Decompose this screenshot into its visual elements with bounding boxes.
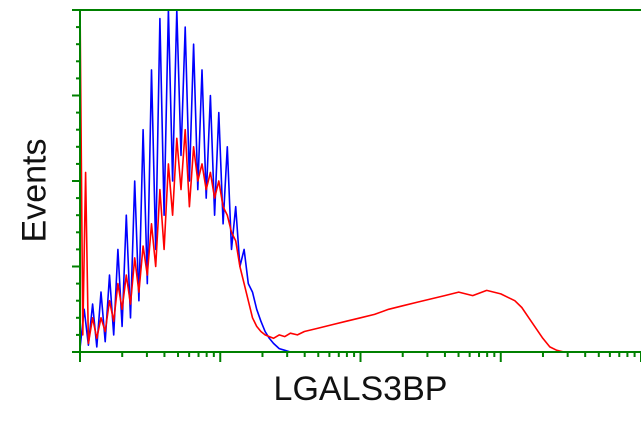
series-line-red [80,10,641,353]
y-axis-label-box: Events [4,100,66,280]
series-line-blue [80,10,641,353]
x-axis-label: LGALS3BP [273,370,448,408]
series-group [80,10,641,353]
y-axis-label: Events [15,138,54,242]
